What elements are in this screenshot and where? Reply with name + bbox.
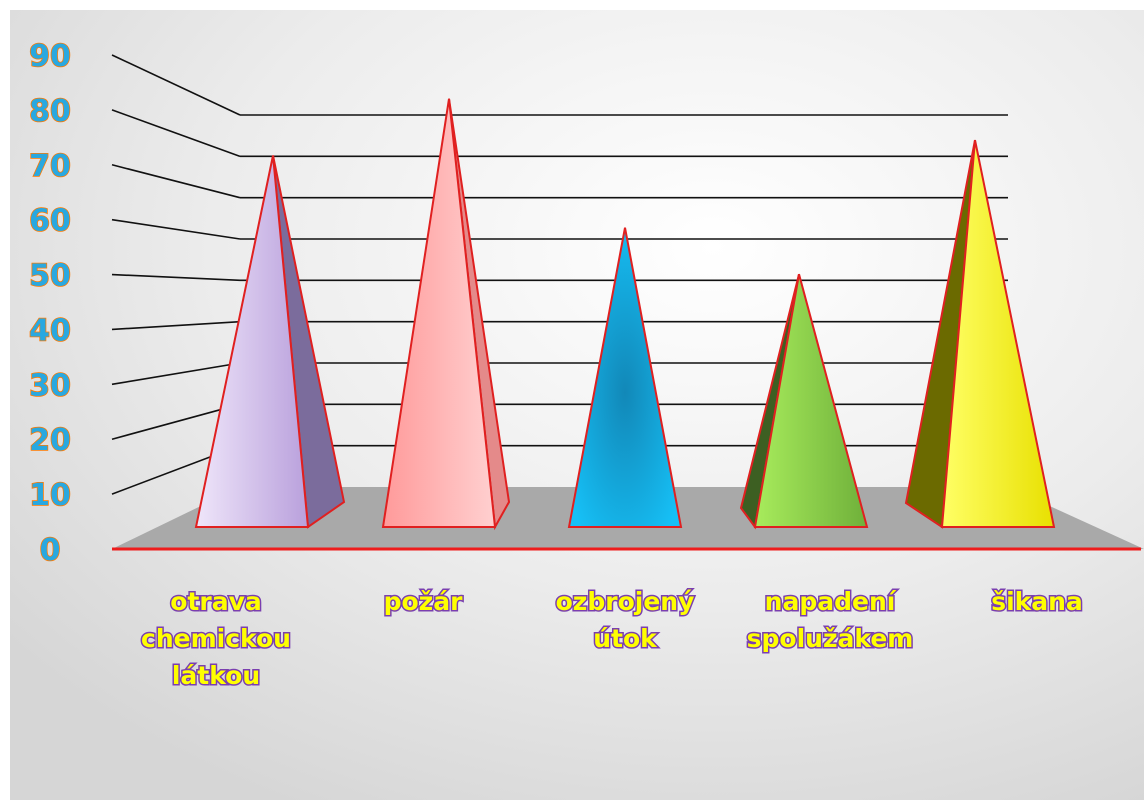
x-category-label: spolužákem — [747, 624, 914, 653]
y-tick-label: 80 — [29, 94, 71, 129]
y-tick-label: 60 — [29, 204, 71, 239]
x-category-label: útok — [593, 624, 658, 653]
gridline-side — [111, 54, 241, 116]
pyramid-1 — [381, 98, 511, 531]
x-axis-labels: otrava chemickou látkou požár ozbrojený útok n… — [140, 586, 1085, 692]
y-tick-label: 0 — [40, 533, 61, 568]
pyramid-3 — [739, 273, 869, 530]
gridline-side — [111, 320, 241, 331]
x-category-label: chemickou — [141, 624, 291, 653]
x-category-label: šikana — [991, 587, 1083, 616]
gridline-side — [111, 362, 241, 386]
x-category-label: otrava — [170, 587, 262, 616]
gridline-side — [111, 273, 241, 282]
x-category-label: látkou — [172, 661, 260, 690]
x-category-label: napadení — [765, 587, 897, 616]
pyramid-4 — [904, 139, 1056, 529]
gridline-side — [111, 164, 241, 199]
y-tick-label: 20 — [29, 423, 71, 458]
x-category-label: požár — [384, 587, 463, 616]
y-tick-label: 90 — [29, 39, 71, 74]
y-axis-ticks: 0 10 20 30 40 50 60 70 80 90 — [28, 38, 71, 569]
pyramid-2 — [567, 227, 683, 528]
pyramid-front-face — [381, 98, 497, 528]
x-category-label: ozbrojený — [556, 587, 695, 616]
pyramid-front-face — [753, 273, 869, 528]
y-tick-label: 50 — [29, 259, 71, 294]
pyramids — [194, 98, 1056, 531]
y-tick-label: 40 — [29, 313, 71, 348]
gridline-side — [111, 218, 241, 240]
y-tick-label: 70 — [29, 149, 71, 184]
y-tick-label: 30 — [29, 368, 71, 403]
gridline-side — [111, 403, 241, 440]
y-tick-label: 10 — [29, 478, 71, 513]
gridline-side — [111, 109, 241, 158]
pyramid-front-face — [194, 155, 310, 528]
pyramid-0 — [194, 155, 346, 529]
pyramid-front-face — [567, 227, 683, 528]
pyramid-front-face — [940, 139, 1056, 528]
